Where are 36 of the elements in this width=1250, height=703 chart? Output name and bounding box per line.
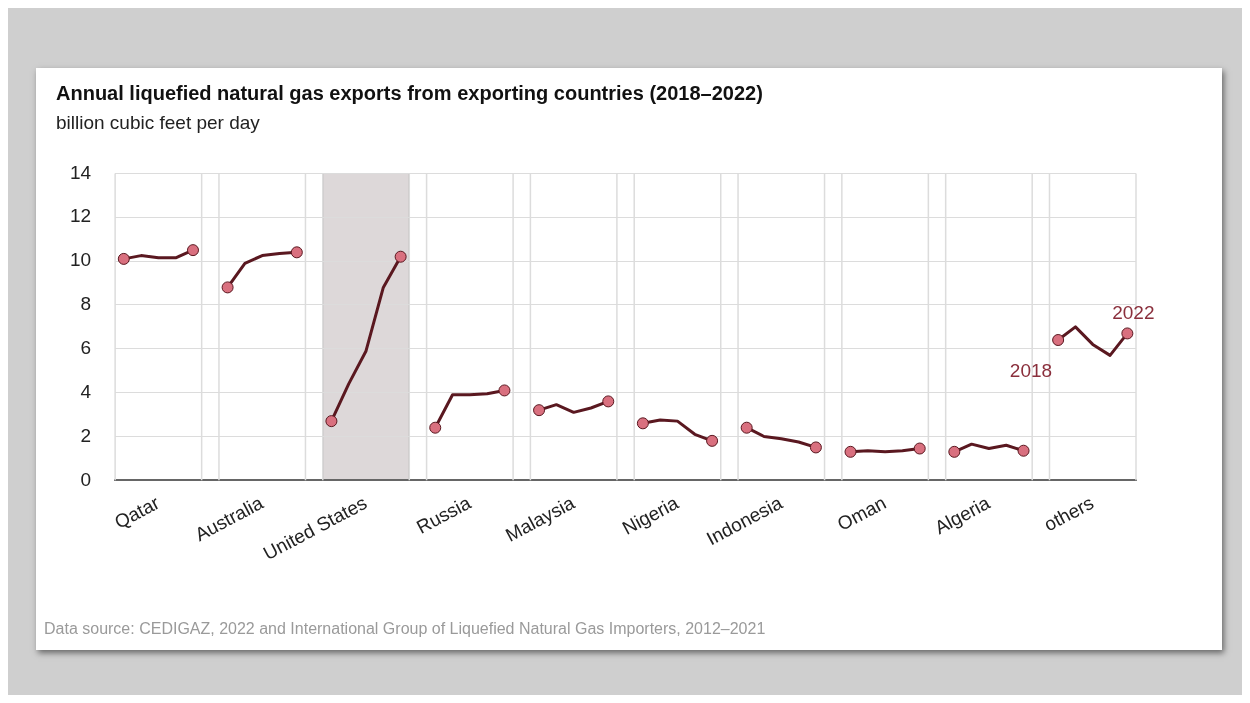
point [187, 244, 199, 257]
source-note: Data source: CEDIGAZ, 2022 and International Group of Liquefied Natural Gas Importers, 2012–2021 [44, 620, 766, 638]
point [809, 441, 822, 454]
point [948, 445, 961, 458]
point [844, 445, 857, 458]
point [325, 415, 338, 428]
point [740, 421, 753, 434]
point [1017, 444, 1030, 457]
x-tick-label: others [1040, 492, 1098, 536]
chart-title: Annual liquefied natural gas exports from exporting countries (2018–2022) [56, 82, 763, 105]
point [498, 384, 511, 397]
y-tick-label: 2 [80, 424, 92, 446]
x-tick-label: Qatar [110, 491, 164, 533]
y-tick-label: 10 [69, 249, 92, 271]
y-tick-label: 6 [80, 337, 92, 359]
point [636, 417, 649, 430]
point [290, 246, 303, 259]
point [1121, 327, 1134, 340]
point [533, 404, 546, 417]
chart-subtitle: billion cubic feet per day [56, 112, 260, 134]
annotation: 2022 [1112, 302, 1155, 324]
y-tick-label: 12 [69, 205, 92, 227]
x-tick-label: Oman [833, 492, 890, 535]
point [117, 252, 130, 265]
point [221, 281, 234, 294]
point [394, 250, 407, 263]
point [602, 395, 615, 408]
y-tick-label: 4 [80, 380, 92, 402]
y-tick-label: 8 [80, 293, 92, 315]
annotation: 2018 [1009, 359, 1053, 381]
y-tick-label: 14 [69, 161, 92, 183]
point [706, 434, 719, 447]
point [913, 442, 926, 455]
point [429, 421, 442, 434]
point [1052, 334, 1065, 347]
y-tick-label: 0 [80, 468, 92, 490]
